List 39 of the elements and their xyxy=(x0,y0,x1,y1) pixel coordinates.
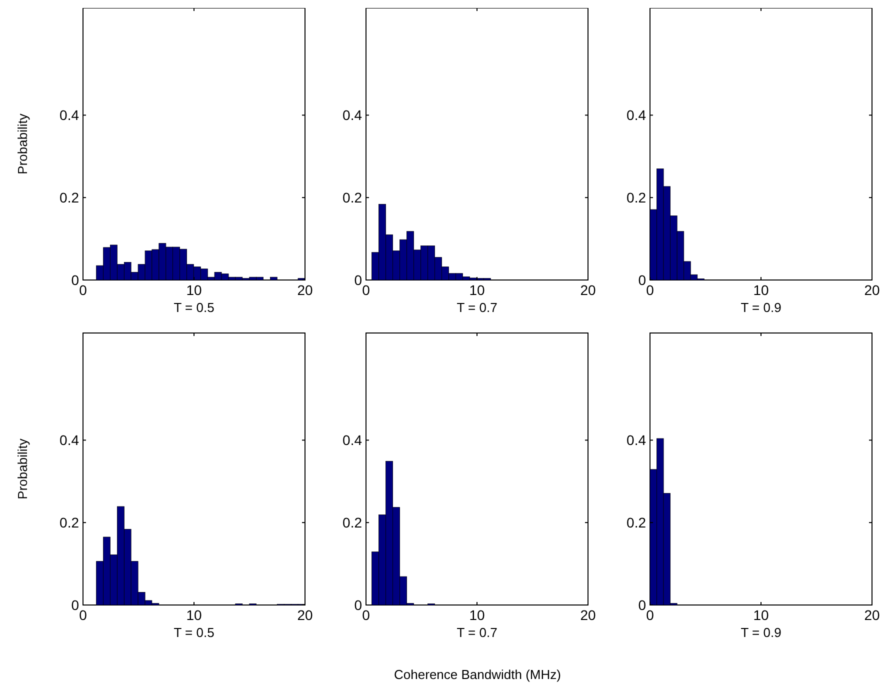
y-tick-label: 0 xyxy=(638,596,646,613)
text: Coherence Bandwidth (MHz) xyxy=(394,667,561,682)
x-tick-label: 20 xyxy=(580,607,596,623)
y-tick-label: 0.4 xyxy=(626,107,646,124)
x-axis-title: T = 0.5 xyxy=(174,300,214,315)
x-tick-label: 10 xyxy=(753,282,769,298)
x-tick-label: 10 xyxy=(753,607,769,623)
x-tick-label: 20 xyxy=(297,607,313,623)
x-tick-label: 10 xyxy=(186,607,202,623)
y-tick-label: 0.2 xyxy=(60,189,80,206)
y-tick-label: 0.2 xyxy=(342,189,362,206)
y-tick-label: 0.2 xyxy=(626,514,646,530)
y-tick-label: 0 xyxy=(354,272,362,288)
x-tick-label: 10 xyxy=(186,282,202,298)
y-tick-label: 0.2 xyxy=(626,189,646,206)
x-axis-title: T = 0.9 xyxy=(740,300,782,315)
x-tick-label: 20 xyxy=(297,282,313,298)
y-tick-label: 0.4 xyxy=(60,432,80,448)
x-axis-title: T = 0.9 xyxy=(740,625,782,640)
x-tick-label: 20 xyxy=(864,607,880,623)
y-tick-label: 0 xyxy=(354,596,362,613)
y-tick-label: 0 xyxy=(71,272,80,288)
x-tick-label: 20 xyxy=(580,282,596,298)
x-axis-title: T = 0.5 xyxy=(174,625,214,640)
y-tick-label: 0.2 xyxy=(60,514,80,530)
y-axis-title: Probability xyxy=(15,438,30,500)
x-tick-label: 10 xyxy=(469,282,485,298)
y-tick-label: 0.4 xyxy=(342,107,362,124)
y-tick-label: 0.2 xyxy=(342,514,362,530)
y-tick-label: 0 xyxy=(71,596,80,613)
x-tick-label: 20 xyxy=(864,282,880,298)
y-tick-label: 0.4 xyxy=(60,107,80,124)
y-tick-label: 0.4 xyxy=(342,432,362,448)
x-axis-title: T = 0.7 xyxy=(456,300,498,315)
x-tick-label: 10 xyxy=(469,607,485,623)
x-axis-title: T = 0.7 xyxy=(456,625,498,640)
y-tick-label: 0 xyxy=(638,272,646,288)
y-axis-title: Probability xyxy=(15,113,30,174)
y-tick-label: 0.4 xyxy=(626,432,646,448)
